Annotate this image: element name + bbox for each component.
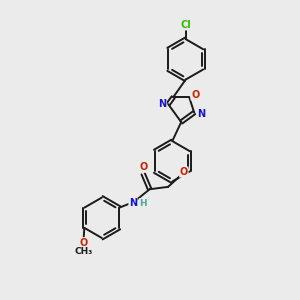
Text: CH₃: CH₃ xyxy=(75,247,93,256)
Text: O: O xyxy=(191,90,199,100)
Text: N: N xyxy=(158,99,166,109)
Text: H: H xyxy=(139,199,147,208)
Text: O: O xyxy=(139,162,147,172)
Text: O: O xyxy=(180,167,188,177)
Text: N: N xyxy=(129,198,137,208)
Text: O: O xyxy=(80,238,88,248)
Text: N: N xyxy=(197,109,205,119)
Text: Cl: Cl xyxy=(180,20,191,30)
